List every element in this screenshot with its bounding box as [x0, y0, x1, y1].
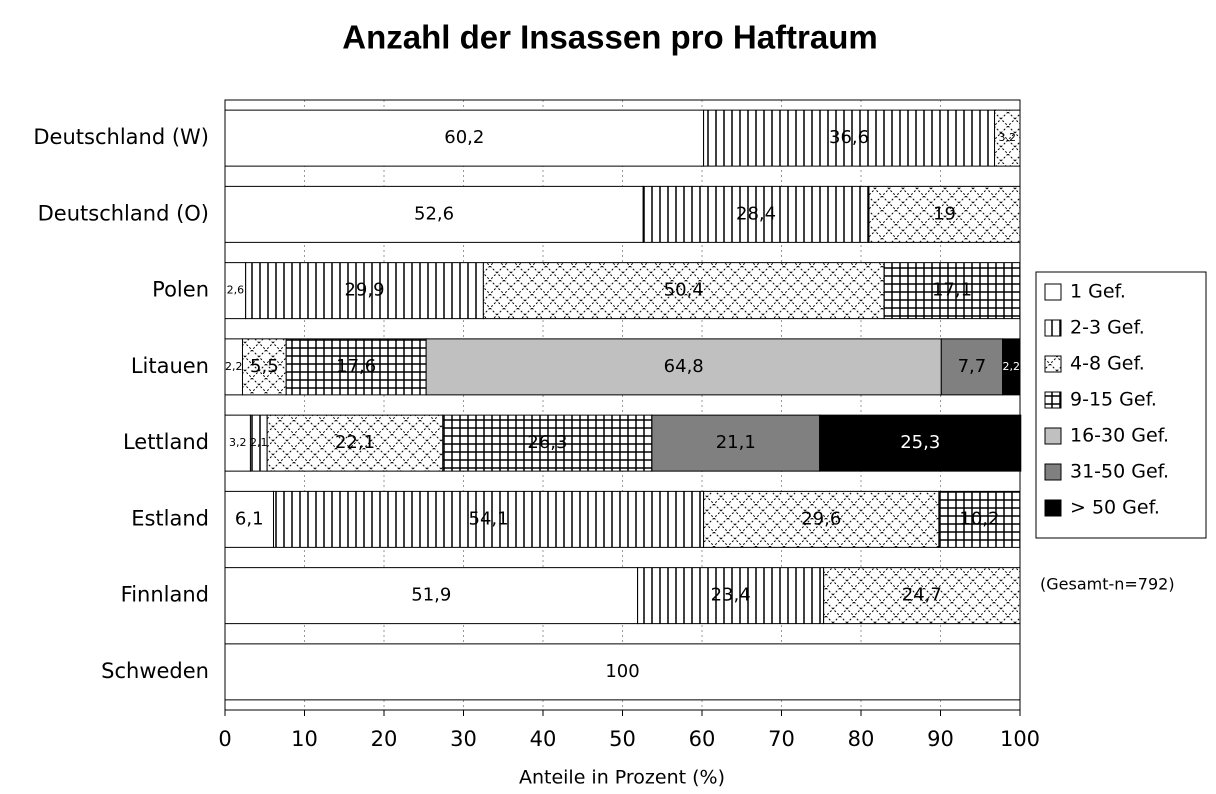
- legend-label: 2-3 Gef.: [1070, 317, 1145, 339]
- data-label: 64,8: [664, 356, 704, 377]
- legend-label: 4-8 Gef.: [1070, 353, 1145, 375]
- data-label: 19: [933, 203, 956, 224]
- x-tick-label: 80: [848, 727, 875, 751]
- bar-segment: [272, 490, 705, 548]
- data-label: 2,1: [250, 436, 268, 449]
- annotation: (Gesamt-n=792): [1040, 575, 1175, 594]
- data-label: 3,2: [229, 436, 247, 449]
- data-label: 22,1: [335, 432, 375, 453]
- legend-swatch: [1044, 319, 1062, 337]
- data-label: 52,6: [414, 203, 454, 224]
- legend-label: > 50 Gef.: [1070, 497, 1160, 519]
- data-label: 2,2: [1003, 360, 1021, 373]
- bar-segment: [938, 490, 1021, 548]
- bar-segment: [425, 338, 942, 396]
- bar-segment: [482, 262, 885, 320]
- data-label: 29,6: [801, 508, 841, 529]
- x-tick-label: 60: [689, 727, 716, 751]
- legend-label: 9-15 Gef.: [1070, 389, 1157, 411]
- x-tick-label: 20: [371, 727, 398, 751]
- legend-swatch: [1044, 463, 1062, 481]
- y-tick-label: Polen: [152, 278, 209, 302]
- data-label: 26,3: [527, 432, 567, 453]
- x-tick-label: 90: [927, 727, 954, 751]
- x-tick-label: 100: [1000, 727, 1040, 751]
- data-label: 100: [605, 661, 639, 682]
- data-label: 6,1: [235, 508, 264, 529]
- bar-segment: [224, 414, 251, 472]
- data-label: 54,1: [469, 508, 509, 529]
- bar-segment: [241, 338, 287, 396]
- legend-frame: [1035, 271, 1207, 539]
- x-tick-label: 50: [609, 727, 636, 751]
- y-tick-label: Lettland: [123, 430, 209, 454]
- bar-segment: [868, 185, 1021, 243]
- data-label: 2,2: [225, 360, 243, 373]
- legend-label: 31-50 Gef.: [1070, 461, 1169, 483]
- bar-segment: [245, 262, 484, 320]
- data-label: 36,6: [829, 127, 869, 148]
- data-label: 51,9: [411, 585, 451, 606]
- bar-segment: [703, 109, 996, 167]
- data-label: 60,2: [444, 127, 484, 148]
- bar-segment: [224, 185, 644, 243]
- data-label: 3,2: [999, 131, 1017, 144]
- y-tick-label: Deutschland (W): [33, 125, 209, 149]
- x-tick-label: 70: [768, 727, 795, 751]
- legend-swatch: [1044, 355, 1062, 373]
- bar-segment: [819, 414, 1022, 472]
- y-tick-label: Estland: [131, 506, 209, 530]
- bar-segment: [883, 262, 1021, 320]
- bar-segment: [285, 338, 427, 396]
- x-tick-label: 10: [291, 727, 318, 751]
- plot-frame: [224, 99, 1021, 711]
- y-tick-label: Schweden: [101, 659, 209, 683]
- data-label: 24,7: [902, 585, 942, 606]
- legend-swatch: [1044, 283, 1062, 301]
- y-tick-label: Deutschland (O): [38, 201, 209, 225]
- bar-segment: [442, 414, 653, 472]
- data-label: 25,3: [900, 432, 940, 453]
- y-tick-label: Litauen: [131, 354, 209, 378]
- data-label: 21,1: [716, 432, 756, 453]
- bar-segment: [266, 414, 444, 472]
- data-label: 10,2: [959, 508, 999, 529]
- data-label: 17,1: [932, 280, 972, 301]
- bar-segment: [940, 338, 1004, 396]
- data-label: 28,4: [736, 203, 776, 224]
- data-label: 2,6: [227, 284, 245, 297]
- chart-title: Anzahl der Insassen pro Haftraum: [342, 19, 877, 56]
- x-tick-label: 0: [218, 727, 231, 751]
- legend-label: 16-30 Gef.: [1070, 425, 1169, 447]
- legend-swatch: [1044, 391, 1062, 409]
- data-label: 5,5: [250, 356, 279, 377]
- legend-swatch: [1044, 499, 1062, 517]
- legend-swatch: [1044, 427, 1062, 445]
- x-tick-label: 40: [530, 727, 557, 751]
- x-tick-label: 30: [450, 727, 477, 751]
- data-label: 50,4: [664, 280, 704, 301]
- bar-segment: [703, 490, 940, 548]
- data-label: 29,9: [344, 280, 384, 301]
- bar-segment: [637, 567, 825, 625]
- bar-segment: [642, 185, 870, 243]
- legend-label: 1 Gef.: [1070, 281, 1126, 303]
- y-tick-label: Finnland: [121, 583, 209, 607]
- data-label: 7,7: [958, 356, 987, 377]
- data-label: 17,6: [336, 356, 376, 377]
- x-axis-label: Anteile in Prozent (%): [519, 767, 725, 789]
- data-label: 23,4: [711, 585, 751, 606]
